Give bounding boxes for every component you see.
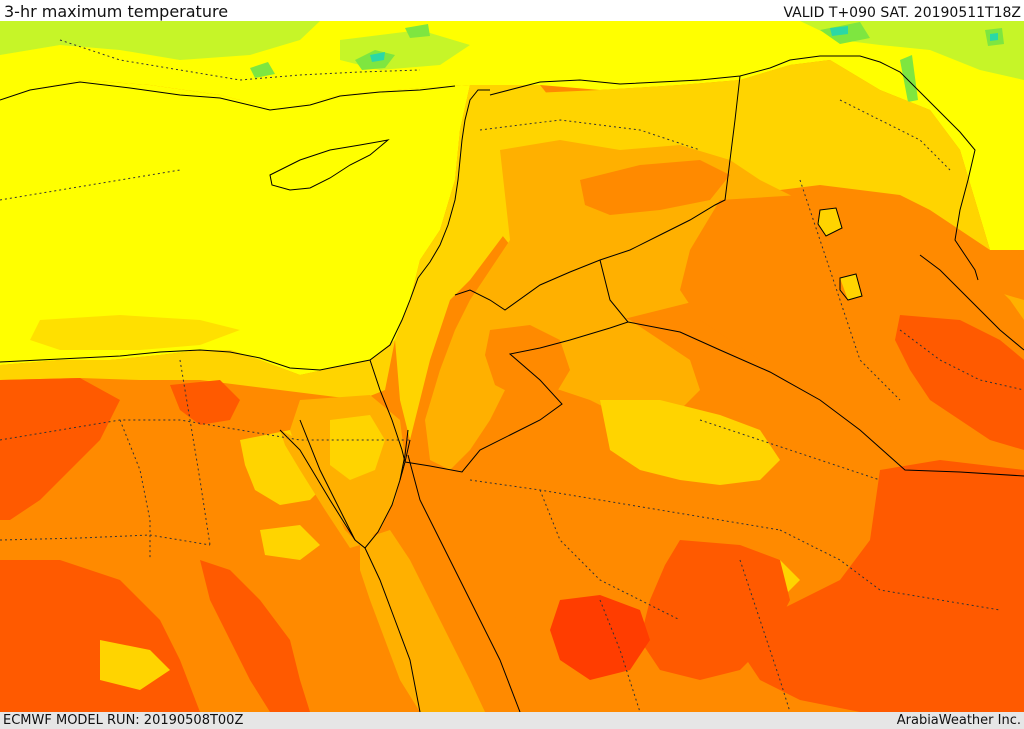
nafud-gold: [600, 400, 780, 485]
province-borders-dotted: [0, 39, 1024, 712]
southeast-dark-orange: [740, 460, 1024, 712]
jordan-orange-patch: [485, 325, 570, 398]
country-borders: [369, 55, 1024, 481]
credit-label: ArabiaWeather Inc.: [896, 713, 1021, 728]
sea-shelf-tint: [30, 315, 240, 350]
north-light-green-patches: [0, 21, 1024, 80]
red-sea: [360, 530, 485, 712]
saudi-red-orange-cell: [550, 595, 650, 680]
model-run-label: ECMWF MODEL RUN: 20190508T00Z: [3, 713, 244, 728]
valid-time-label: VALID T+090 SAT. 20190511T18Z: [783, 5, 1021, 21]
sea-gold-edge: [0, 340, 395, 400]
egypt-dark-orange-delta: [170, 380, 240, 425]
saudi-central-dark-orange: [640, 540, 790, 680]
header-bar: 3-hr maximum temperature VALID T+090 SAT…: [0, 0, 1024, 21]
interior-light-orange: [425, 140, 1024, 470]
sinai-gold-core: [330, 415, 385, 480]
egypt-gold-spots: [100, 525, 320, 690]
syria-orange-patch: [580, 160, 730, 215]
iraq-yellow-lakes: [818, 208, 862, 300]
footer-bar: ECMWF MODEL RUN: 20190508T00Z ArabiaWeat…: [0, 712, 1024, 729]
mediterranean-sea: [0, 80, 470, 375]
gulf-of-suez: [280, 430, 360, 548]
coastlines: [0, 81, 1024, 712]
map-title: 3-hr maximum temperature: [4, 2, 229, 21]
egypt-dark-orange-west: [0, 378, 120, 520]
iraq-south-dark-orange: [895, 315, 1024, 450]
temperature-map[interactable]: [0, 21, 1024, 712]
jordan-light-orange: [480, 295, 700, 420]
nile-dark-orange: [200, 560, 310, 712]
